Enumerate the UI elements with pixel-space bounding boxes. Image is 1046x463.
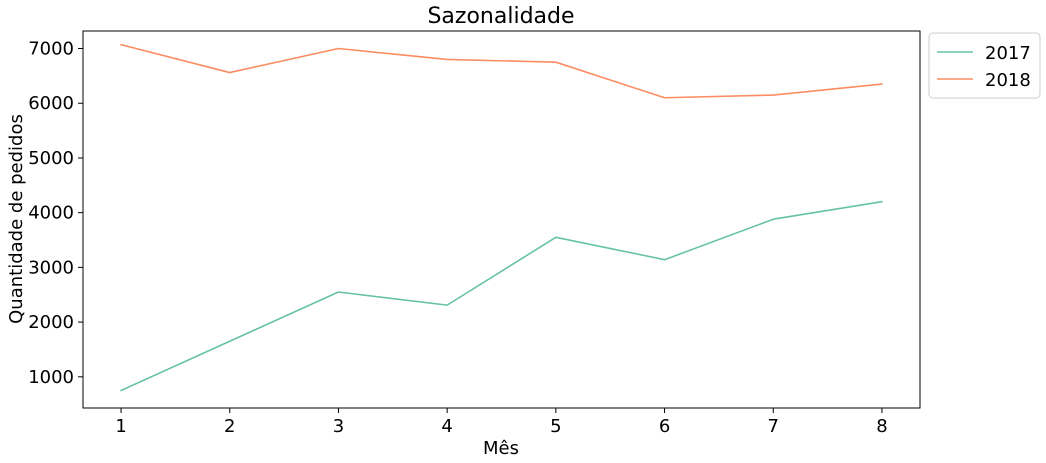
y-tick-label: 2000 <box>28 312 74 333</box>
y-tick-label: 3000 <box>28 257 74 278</box>
series-line-2018 <box>120 43 883 99</box>
x-tick-label: 7 <box>768 416 779 437</box>
legend: 2017 2018 <box>928 32 1041 99</box>
x-tick-label: 6 <box>659 416 670 437</box>
x-tick-label: 4 <box>441 416 452 437</box>
legend-label-2017: 2017 <box>985 43 1031 64</box>
y-axis-label: Quantidade de pedidos <box>6 114 27 324</box>
series-line-2017 <box>120 200 883 392</box>
plot-frame <box>82 30 921 409</box>
x-tick-label: 3 <box>333 416 344 437</box>
x-tick-label: 8 <box>876 416 887 437</box>
x-tick-label: 2 <box>224 416 235 437</box>
x-tick-label: 5 <box>550 416 561 437</box>
legend-box <box>928 32 1041 99</box>
chart-title: Sazonalidade <box>427 4 574 29</box>
y-tick-label: 6000 <box>28 93 74 114</box>
y-tick-label: 4000 <box>28 203 74 224</box>
y-tick-label: 1000 <box>28 367 74 388</box>
y-tick-label: 5000 <box>28 148 74 169</box>
legend-label-2018: 2018 <box>985 70 1031 91</box>
plot-area: 1 2 3 4 5 6 7 8 1000 2000 3000 4000 5000 6000 7000 <box>28 30 921 437</box>
y-tick-label: 7000 <box>28 39 74 60</box>
x-tick-label: 1 <box>115 416 126 437</box>
x-axis-label: Mês <box>483 438 519 459</box>
